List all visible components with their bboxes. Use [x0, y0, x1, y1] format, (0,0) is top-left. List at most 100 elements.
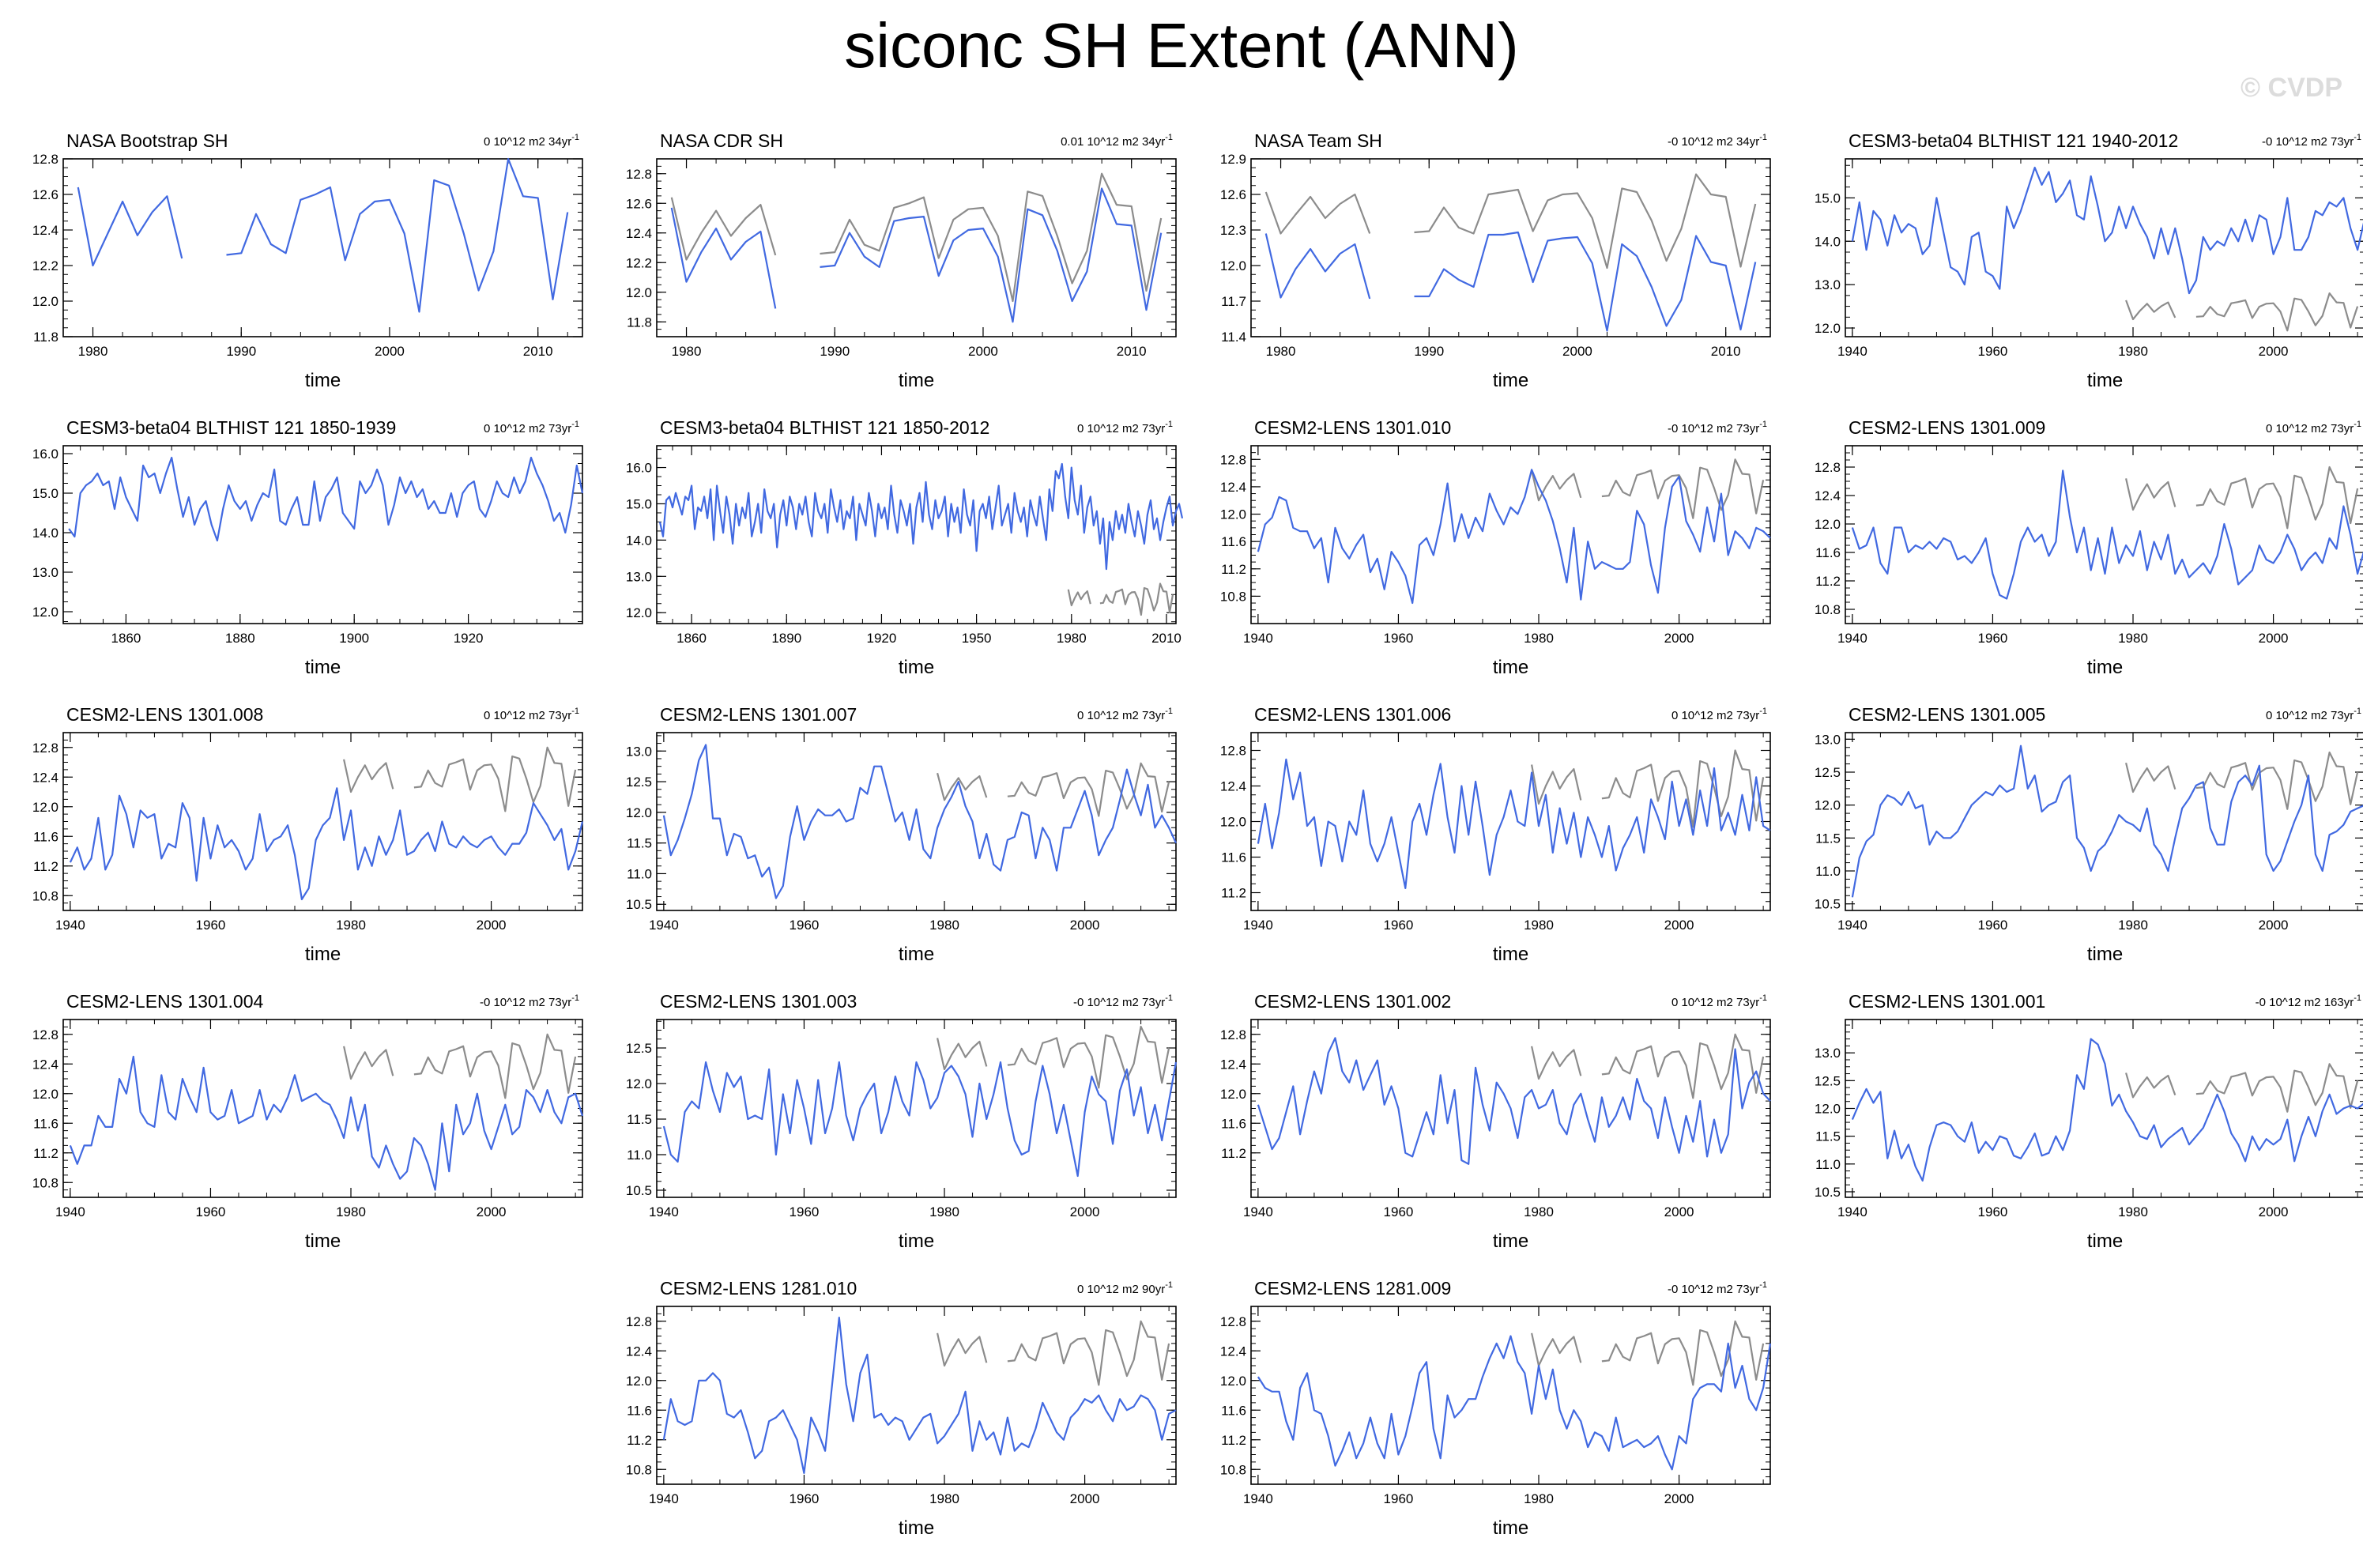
y-tick-label: 12.8 [626, 1314, 652, 1329]
panel-trend-label: 0 10^12 m2 73yr-1 [1671, 707, 1767, 722]
x-axis-title: time [305, 657, 341, 678]
trend-exponent: -1 [2354, 707, 2361, 716]
x-axis-title: time [305, 944, 341, 965]
y-tick-label: 10.5 [626, 1183, 652, 1198]
panel-trend-label: 0 10^12 m2 73yr-1 [1077, 707, 1173, 722]
cvdp-watermark: © CVDP [2241, 73, 2342, 103]
trend-exponent: -1 [1759, 133, 1767, 142]
x-tick-label: 1880 [225, 631, 255, 646]
x-tick-label: 1980 [1057, 631, 1087, 646]
x-tick-label: 2000 [1664, 1491, 1694, 1506]
x-tick-label: 1980 [336, 918, 366, 933]
y-tick-label: 10.5 [626, 897, 652, 912]
y-tick-label: 12.0 [1220, 1087, 1246, 1102]
y-tick-label: 11.6 [1221, 1403, 1246, 1418]
y-tick-label: 11.0 [1815, 1157, 1841, 1172]
chart-panel: NASA Bootstrap SH 0 10^12 m2 34yr-1 11.8 12… [32, 130, 583, 391]
x-tick-label: 2000 [2259, 1204, 2289, 1219]
y-tick-label: 12.0 [1220, 507, 1246, 522]
x-tick-label: 2000 [1070, 1491, 1100, 1506]
x-tick-label: 1980 [78, 344, 108, 359]
y-tick-label: 11.4 [1221, 330, 1246, 345]
x-tick-label: 1920 [454, 631, 484, 646]
x-tick-label: 1980 [336, 1204, 366, 1219]
trend-exponent: -1 [1759, 707, 1767, 716]
y-tick-label: 11.5 [627, 1112, 652, 1127]
x-tick-label: 1980 [1524, 918, 1554, 933]
y-tick-label: 13.0 [32, 565, 58, 580]
x-tick-label: 1940 [649, 1204, 679, 1219]
x-tick-label: 1960 [1384, 1204, 1414, 1219]
trend-exponent: -1 [1165, 993, 1173, 1003]
panel-trend-label: 0 10^12 m2 73yr-1 [484, 420, 579, 435]
y-tick-label: 10.8 [1220, 1462, 1246, 1477]
chart-panel: CESM2-LENS 1301.004 -0 10^12 m2 73yr-1 10.… [32, 991, 584, 1252]
y-tick-label: 12.2 [32, 258, 58, 273]
y-tick-label: 12.2 [626, 255, 652, 270]
y-tick-label: 10.5 [1815, 1185, 1841, 1200]
x-tick-label: 2000 [375, 344, 405, 359]
y-tick-label: 11.0 [627, 866, 652, 881]
x-tick-label: 1890 [771, 631, 801, 646]
y-tick-label: 13.0 [1815, 1046, 1841, 1061]
chart-panel: CESM3-beta04 BLTHIST 121 1940-2012 -0 10^… [1815, 130, 2363, 391]
x-tick-label: 1940 [55, 918, 85, 933]
trend-text: 0.01 10^12 m2 34yr [1061, 135, 1165, 149]
y-tick-label: 11.0 [627, 1148, 652, 1163]
y-tick-label: 12.0 [32, 294, 58, 309]
observed-series-line [2125, 751, 2359, 810]
panel-title: CESM2-LENS 1301.001 [1849, 991, 2045, 1012]
x-tick-label: 1980 [1524, 631, 1554, 646]
y-tick-label: 13.0 [1815, 277, 1841, 292]
x-tick-label: 1960 [790, 918, 820, 933]
trend-text: 0 10^12 m2 73yr [1077, 709, 1165, 722]
y-tick-label: 12.4 [32, 223, 58, 238]
y-tick-label: 11.2 [1221, 562, 1246, 577]
x-axis-title: time [1493, 1231, 1528, 1252]
trend-text: 0 10^12 m2 73yr [1671, 709, 1759, 722]
x-tick-label: 2000 [968, 344, 998, 359]
y-tick-label: 12.4 [32, 1057, 58, 1072]
x-axis-title: time [305, 1231, 341, 1252]
model-series-line [1257, 469, 1771, 605]
y-tick-label: 12.8 [32, 152, 58, 167]
x-tick-label: 1960 [1978, 918, 2008, 933]
x-tick-label: 1950 [962, 631, 992, 646]
observed-series-line [1067, 582, 1174, 616]
y-tick-label: 12.0 [1220, 258, 1246, 273]
trend-text: -0 10^12 m2 73yr [1668, 1283, 1759, 1296]
model-series-line [1851, 1038, 2363, 1182]
y-tick-label: 13.0 [1815, 732, 1841, 747]
model-series-line [1257, 758, 1771, 889]
trend-exponent: -1 [1759, 993, 1767, 1003]
trend-text: 0 10^12 m2 73yr [484, 709, 571, 722]
x-tick-label: 1940 [649, 918, 679, 933]
x-tick-label: 1940 [1837, 1204, 1867, 1219]
x-axis-title: time [899, 370, 934, 391]
x-tick-label: 2010 [1117, 344, 1147, 359]
y-tick-label: 12.4 [626, 226, 652, 241]
plot-frame [656, 158, 1177, 337]
y-tick-label: 16.0 [626, 461, 652, 476]
panel-title: NASA Team SH [1254, 130, 1382, 151]
y-tick-label: 12.0 [626, 805, 652, 820]
panel-title: CESM2-LENS 1301.003 [660, 991, 857, 1012]
x-tick-label: 2000 [2259, 344, 2289, 359]
y-tick-label: 14.0 [32, 526, 58, 541]
y-tick-label: 10.8 [1815, 602, 1841, 617]
model-series-line [1257, 1037, 1771, 1165]
model-series-line [662, 1317, 1177, 1474]
trend-exponent: -1 [571, 993, 579, 1003]
x-tick-label: 1940 [649, 1491, 679, 1506]
x-axis-title: time [2087, 944, 2123, 965]
plot-frame [1845, 1019, 2363, 1198]
y-tick-label: 12.8 [1815, 460, 1841, 475]
x-tick-label: 2000 [1070, 918, 1100, 933]
x-tick-label: 1980 [929, 1491, 959, 1506]
trend-exponent: -1 [1165, 133, 1173, 142]
x-tick-label: 1920 [867, 631, 897, 646]
y-tick-label: 15.0 [1815, 190, 1841, 205]
y-tick-label: 12.0 [626, 605, 652, 620]
trend-text: 0 10^12 m2 73yr [1671, 996, 1759, 1009]
trend-text: -0 10^12 m2 34yr [1668, 135, 1759, 149]
